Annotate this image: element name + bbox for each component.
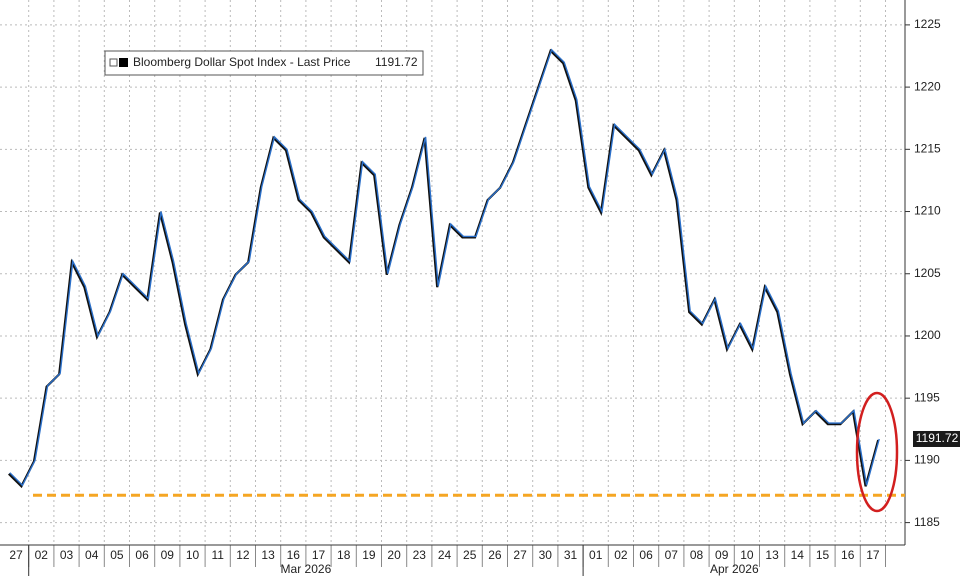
x-tick-label: 08 bbox=[690, 548, 704, 562]
series-line bbox=[9, 48, 880, 487]
x-tick-label: 16 bbox=[841, 548, 855, 562]
x-tick-label: 14 bbox=[791, 548, 805, 562]
month-label: Apr 2026 bbox=[710, 562, 759, 576]
legend: Bloomberg Dollar Spot Index - Last Price… bbox=[104, 50, 424, 76]
x-tick-label: 02 bbox=[614, 548, 628, 562]
x-tick-label: 06 bbox=[135, 548, 149, 562]
y-tick-label: 1195 bbox=[914, 390, 940, 404]
x-tick-label: 25 bbox=[463, 548, 477, 562]
x-tick-label: 05 bbox=[110, 548, 124, 562]
y-tick-label: 1205 bbox=[914, 266, 941, 280]
x-tick-label: 11 bbox=[211, 548, 224, 562]
legend-swatch bbox=[119, 58, 128, 67]
y-tick-label: 1220 bbox=[914, 79, 941, 93]
x-tick-label: 17 bbox=[866, 548, 880, 562]
x-tick-label: 19 bbox=[362, 548, 376, 562]
series-line-shadow bbox=[8, 48, 880, 489]
legend-swatch-outline bbox=[109, 58, 118, 67]
last-value-tag bbox=[913, 430, 960, 447]
y-tick-label: 1190 bbox=[914, 453, 940, 467]
y-tick-label: 1215 bbox=[914, 141, 941, 155]
highlight-ellipse bbox=[855, 391, 899, 513]
x-tick-label: 06 bbox=[639, 548, 653, 562]
legend-label: Bloomberg Dollar Spot Index - Last Price bbox=[133, 55, 351, 69]
x-tick-label: 31 bbox=[564, 548, 578, 562]
x-tick-label: 23 bbox=[413, 548, 427, 562]
y-tick-label: 1210 bbox=[914, 204, 941, 218]
x-tick-label: 13 bbox=[261, 548, 275, 562]
x-tick-label: 27 bbox=[513, 548, 527, 562]
month-label: Mar 2026 bbox=[281, 562, 332, 576]
x-tick-label: 20 bbox=[387, 548, 401, 562]
legend-value: 1191.72 bbox=[375, 55, 418, 69]
x-tick-label: 01 bbox=[589, 548, 603, 562]
x-tick-label: 24 bbox=[438, 548, 452, 562]
x-tick-label: 30 bbox=[539, 548, 553, 562]
x-tick-label: 09 bbox=[715, 548, 729, 562]
x-tick-label: 26 bbox=[488, 548, 502, 562]
x-tick-label: 02 bbox=[35, 548, 49, 562]
x-tick-label: 10 bbox=[740, 548, 754, 562]
x-tick-label: 16 bbox=[287, 548, 301, 562]
x-tick-label: 15 bbox=[816, 548, 830, 562]
x-tick-label: 17 bbox=[312, 548, 326, 562]
x-tick-label: 12 bbox=[236, 548, 250, 562]
x-tick-label: 13 bbox=[765, 548, 779, 562]
y-tick-label: 1225 bbox=[914, 17, 941, 31]
y-tick-label: 1185 bbox=[914, 515, 940, 529]
x-tick-label: 27 bbox=[9, 548, 23, 562]
x-tick-label: 09 bbox=[161, 548, 175, 562]
legend-box bbox=[104, 50, 424, 76]
x-tick-label: 10 bbox=[186, 548, 200, 562]
x-tick-label: 04 bbox=[85, 548, 99, 562]
x-tick-label: 03 bbox=[60, 548, 74, 562]
y-tick-label: 1200 bbox=[914, 328, 941, 342]
last-value-label: 1191.72 bbox=[916, 431, 959, 445]
x-tick-label: 07 bbox=[665, 548, 679, 562]
x-tick-label: 18 bbox=[337, 548, 351, 562]
